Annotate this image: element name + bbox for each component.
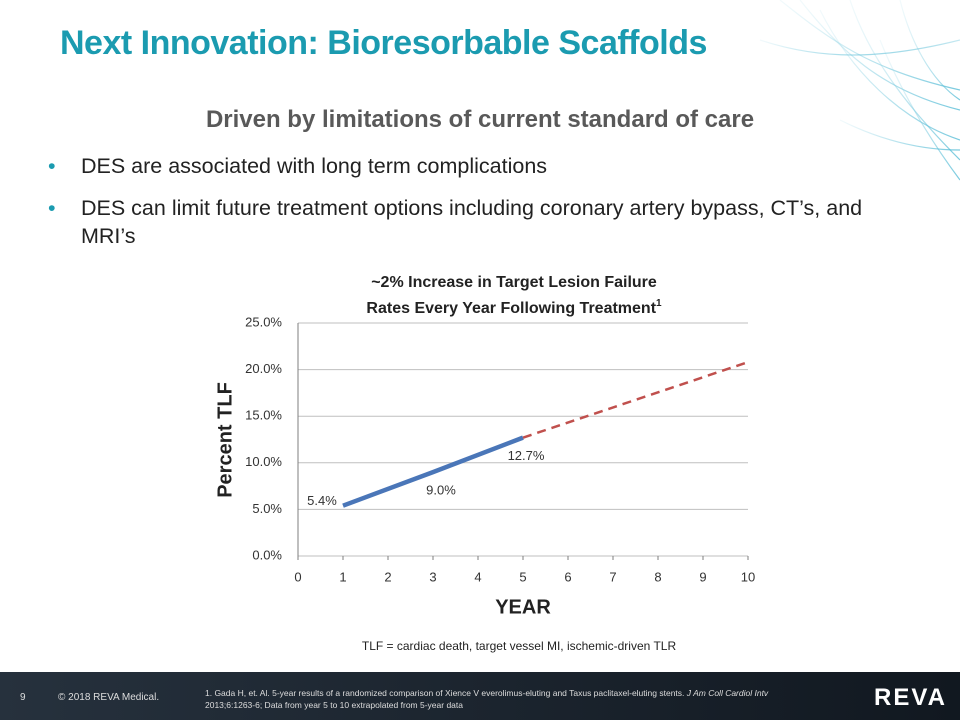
chart-title: Rates Every Year Following Treatment1 [366, 298, 662, 318]
logo: REVA [874, 684, 947, 711]
reference: 1. Gada H, et. Al. 5-year results of a r… [205, 687, 805, 711]
reference-text: 1. Gada H, et. Al. 5-year results of a r… [205, 688, 685, 698]
y-axis-label: Percent TLF [214, 382, 236, 498]
chart-title-superscript: 1 [656, 298, 662, 309]
reference-text: 2013;6:1263-6; Data from year 5 to 10 ex… [205, 700, 463, 710]
x-tick-label: 0 [294, 569, 301, 584]
bullet-list: DES are associated with long term compli… [48, 152, 888, 264]
y-tick-label: 20.0% [245, 361, 282, 376]
series-line [522, 360, 749, 439]
data-label: 5.4% [307, 493, 337, 508]
x-tick-label: 4 [474, 569, 481, 584]
x-tick-label: 7 [609, 569, 616, 584]
reference-journal: J Am Coll Cardiol Intv [686, 688, 769, 698]
x-tick-label: 10 [741, 569, 755, 584]
y-tick-label: 10.0% [245, 454, 282, 469]
x-tick-label: 6 [564, 569, 571, 584]
bullet: DES are associated with long term compli… [48, 152, 888, 180]
x-axis-label: YEAR [495, 596, 551, 618]
x-tick-label: 5 [519, 569, 526, 584]
copyright: © 2018 REVA Medical. [58, 692, 160, 703]
footer-bar [0, 672, 960, 720]
bullet: DES can limit future treatment options i… [48, 194, 888, 250]
chart-title: ~2% Increase in Target Lesion Failure [371, 274, 657, 291]
slide-subtitle: Driven by limitations of current standar… [205, 106, 755, 133]
x-tick-label: 9 [699, 569, 706, 584]
slide-title: Next Innovation: Bioresorbable Scaffolds [60, 24, 707, 62]
y-tick-label: 25.0% [245, 314, 282, 329]
page-number: 9 [20, 692, 26, 703]
series-line [342, 435, 524, 508]
x-tick-label: 1 [339, 569, 346, 584]
x-tick-label: 2 [384, 569, 391, 584]
x-tick-label: 8 [654, 569, 661, 584]
y-tick-label: 15.0% [245, 408, 282, 423]
decoration [759, 0, 960, 181]
x-tick-label: 3 [429, 569, 436, 584]
chart-note: TLF = cardiac death, target vessel MI, i… [362, 639, 677, 653]
data-label: 12.7% [508, 448, 545, 463]
data-label: 9.0% [426, 483, 456, 498]
y-tick-label: 5.0% [252, 501, 282, 516]
y-tick-label: 0.0% [252, 547, 282, 562]
chart: ~2% Increase in Target Lesion Failure Rat… [214, 274, 755, 653]
